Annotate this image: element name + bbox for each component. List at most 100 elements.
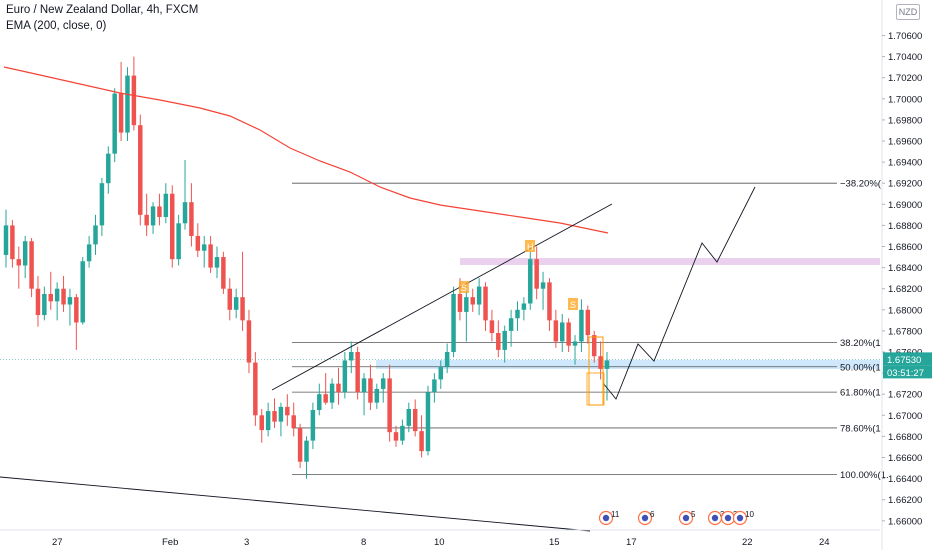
price-axis-tick-label: 1.68800 xyxy=(888,221,922,232)
price-axis-tick-label: 1.68200 xyxy=(888,284,922,295)
event-marker-flag xyxy=(736,514,744,522)
candle-body xyxy=(48,293,53,302)
candle-body xyxy=(131,75,137,126)
candle-body xyxy=(323,394,328,403)
candle-body xyxy=(182,202,188,224)
countdown-badge xyxy=(883,365,932,379)
time-axis-tick-label: 17 xyxy=(626,537,637,548)
candle-body xyxy=(432,379,437,393)
candle-body xyxy=(425,392,431,452)
candle-body xyxy=(297,427,303,462)
candle-body xyxy=(521,303,527,310)
candle-body xyxy=(150,206,156,226)
price-axis-tick-label: 1.66600 xyxy=(888,453,922,464)
price-axis-tick-label: 1.69000 xyxy=(888,200,922,211)
support-trend-line xyxy=(0,476,591,532)
candle-body xyxy=(67,297,73,305)
candle-body xyxy=(208,244,213,268)
event-marker-flag xyxy=(724,514,732,522)
candle-body xyxy=(233,297,239,310)
candle-body xyxy=(317,394,322,411)
candle-body xyxy=(585,309,591,336)
candle-body xyxy=(419,431,424,452)
currency-badge[interactable]: NZD xyxy=(896,4,920,20)
projection-path xyxy=(602,186,756,400)
price-axis-tick-label: 1.70000 xyxy=(888,94,922,105)
price-axis-tick-label: 1.66400 xyxy=(888,474,922,485)
candle-body xyxy=(336,383,341,393)
candle-body xyxy=(579,309,584,342)
pattern-label-box xyxy=(459,281,469,293)
candle-body xyxy=(278,406,284,422)
price-axis-tick-label: 1.67000 xyxy=(888,411,922,422)
candle-body xyxy=(444,352,450,367)
candle-body xyxy=(502,330,507,350)
time-axis-tick-label: 22 xyxy=(742,537,753,548)
candle-body xyxy=(508,318,514,331)
candle-body xyxy=(61,288,66,305)
candle-body xyxy=(438,366,444,380)
candle-body xyxy=(189,202,194,236)
time-axis-tick-label: 8 xyxy=(361,537,366,548)
candle-body xyxy=(496,333,501,350)
candle-body xyxy=(214,257,220,268)
fib-level-label: 38.20%(1. xyxy=(840,338,883,349)
candle-body xyxy=(540,282,546,289)
candle-body xyxy=(534,259,539,289)
time-axis-tick-label: 10 xyxy=(434,537,445,548)
candle-body xyxy=(10,225,15,260)
pattern-label: H xyxy=(527,242,534,252)
pattern-label: S xyxy=(570,300,576,310)
candle-body xyxy=(86,244,92,262)
pattern-label-box xyxy=(568,298,578,310)
candle-body xyxy=(368,378,373,403)
candle-body xyxy=(393,432,399,441)
candle-body xyxy=(118,93,124,133)
resistance-zone xyxy=(460,258,880,265)
price-axis-tick-label: 1.70200 xyxy=(888,73,922,84)
candle-body xyxy=(380,378,386,389)
candle-body xyxy=(93,225,98,245)
candle-body xyxy=(489,320,495,334)
candle-body xyxy=(310,410,316,441)
candle-body xyxy=(560,322,565,342)
candle-body xyxy=(22,241,28,266)
current-price-zone xyxy=(376,360,880,369)
time-axis-tick-label: 27 xyxy=(52,537,63,548)
candle-body xyxy=(3,225,9,255)
candle-body xyxy=(566,322,571,346)
candle-body xyxy=(470,297,475,305)
candle-body xyxy=(253,362,258,416)
fib-level-label: 61.80%(1. xyxy=(840,388,883,399)
price-axis-tick-label: 1.70600 xyxy=(888,31,922,42)
ema-line xyxy=(3,66,609,234)
candle-body xyxy=(457,293,463,312)
current-price-badge xyxy=(883,352,932,366)
candle-body xyxy=(515,309,520,319)
order-block-inner xyxy=(586,372,605,406)
candle-body xyxy=(483,286,488,321)
fib-level-label: 50.00%(1. xyxy=(840,362,883,373)
event-marker-count: 6 xyxy=(650,510,655,519)
candle-body xyxy=(572,341,578,346)
pattern-label-box xyxy=(525,240,535,252)
candle-body xyxy=(476,286,482,305)
candle-body xyxy=(400,425,405,441)
candle-body xyxy=(157,206,162,217)
time-axis-tick-label: 15 xyxy=(549,537,560,548)
price-axis-tick-label: 1.68000 xyxy=(888,305,922,316)
time-axis-tick-label: 3 xyxy=(244,537,249,548)
candle-body xyxy=(35,288,41,316)
candle-body xyxy=(329,383,335,403)
countdown-value: 03:51:27 xyxy=(887,368,924,379)
candle-body xyxy=(201,244,207,251)
candle-body xyxy=(591,335,597,357)
price-axis-tick-label: 1.68600 xyxy=(888,242,922,253)
candle-body xyxy=(176,223,181,260)
candle-body xyxy=(221,257,226,289)
candle-body xyxy=(259,415,264,431)
candle-body xyxy=(240,297,245,321)
event-marker-count: 10 xyxy=(745,510,754,519)
